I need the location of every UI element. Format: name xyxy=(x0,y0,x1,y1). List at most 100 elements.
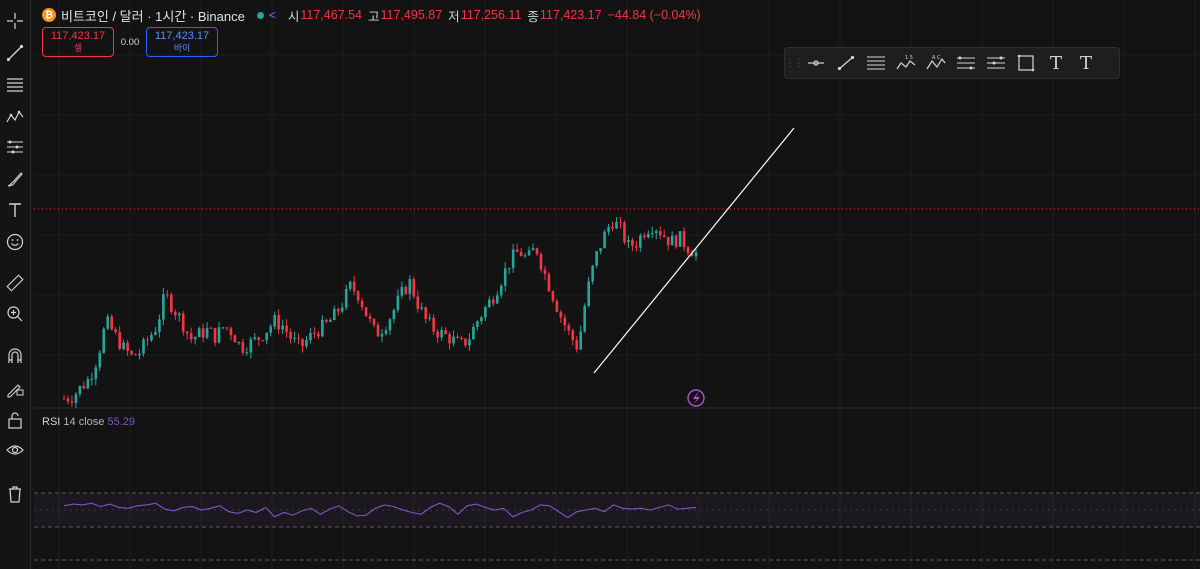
candle-body xyxy=(126,342,129,352)
pattern-icon[interactable] xyxy=(2,103,28,129)
candle-body xyxy=(285,325,288,332)
open-value: 117,467.54 xyxy=(300,8,363,22)
chart-canvas[interactable] xyxy=(34,0,1200,569)
magnet-icon[interactable] xyxy=(2,343,28,369)
brush-icon[interactable] xyxy=(2,166,28,192)
candle-body xyxy=(428,317,431,319)
candle-body xyxy=(368,316,372,319)
floating-drawing-toolbar[interactable]: ⋮⋮ 1 5 A C T T xyxy=(784,47,1120,79)
candle-body xyxy=(329,320,332,322)
spread-value: 0.00 xyxy=(120,36,140,48)
buy-button[interactable]: 117,423.17 바이 xyxy=(146,27,218,57)
rsi-legend[interactable]: RSI 14 close 55.29 xyxy=(42,416,135,428)
abcd-icon[interactable]: A C xyxy=(921,49,951,77)
candle-body xyxy=(420,307,424,309)
candle-body xyxy=(543,269,547,275)
candle-body xyxy=(639,235,642,248)
candle-body xyxy=(682,231,686,248)
candle-body xyxy=(599,248,602,252)
candle-body xyxy=(658,230,662,236)
candle-body xyxy=(269,326,272,333)
candle-body xyxy=(623,222,626,243)
candle-body xyxy=(384,330,388,334)
alert-bolt-icon[interactable] xyxy=(687,389,705,407)
lock-drawing-icon[interactable] xyxy=(2,375,28,401)
candle-body xyxy=(217,327,221,343)
candle-body xyxy=(281,325,284,330)
emoji-icon[interactable] xyxy=(2,229,28,255)
candle-body xyxy=(102,328,106,353)
candle-body xyxy=(360,300,364,308)
lock-icon[interactable] xyxy=(2,407,28,433)
candle-body xyxy=(70,401,74,403)
candle-body xyxy=(245,352,249,354)
candle-body xyxy=(86,379,90,389)
candle-body xyxy=(118,332,121,350)
candle-body xyxy=(535,248,539,255)
candle-body xyxy=(344,288,348,308)
candle-body xyxy=(110,316,113,330)
buy-label: 바이 xyxy=(173,43,191,53)
trash-icon[interactable] xyxy=(2,481,28,507)
share-icon[interactable]: < xyxy=(268,8,276,22)
candle-body xyxy=(277,315,280,330)
candle-body xyxy=(519,251,523,257)
trend-line-drawing[interactable] xyxy=(593,127,795,374)
fib-retracement-icon[interactable] xyxy=(951,49,981,77)
candle-body xyxy=(412,279,416,297)
horizontal-ray-icon[interactable] xyxy=(801,49,831,77)
candle-body xyxy=(309,332,312,341)
fib-lines-icon[interactable] xyxy=(2,71,28,97)
fib-extension-icon[interactable] xyxy=(981,49,1011,77)
candle-body xyxy=(237,342,241,344)
sell-button[interactable]: 117,423.17 셀 xyxy=(42,27,114,57)
candle-body xyxy=(340,307,344,312)
buy-price: 117,423.17 xyxy=(154,30,210,42)
candle-body xyxy=(62,398,66,400)
parallel-lines-icon[interactable] xyxy=(861,49,891,77)
candle-body xyxy=(90,378,94,380)
candle-body xyxy=(456,336,459,339)
ruler-icon[interactable] xyxy=(2,270,28,296)
trend-line-icon[interactable] xyxy=(2,40,28,66)
candle-body xyxy=(233,335,237,343)
candle-body xyxy=(575,340,579,350)
candle-body xyxy=(336,308,340,312)
candle-body xyxy=(436,331,439,338)
candle-body xyxy=(488,299,491,308)
candle-body xyxy=(162,294,165,320)
candle-body xyxy=(82,385,86,389)
rectangle-icon[interactable] xyxy=(1011,49,1041,77)
symbol-legend: ₿ 비트코인 / 달러 · 1시간 · Binance < 시 117,467.5… xyxy=(42,6,707,24)
line-icon[interactable] xyxy=(831,49,861,77)
candle-body xyxy=(158,319,161,332)
candle-body xyxy=(289,331,292,339)
candle-body xyxy=(444,330,447,335)
text-icon[interactable] xyxy=(2,197,28,223)
xabcd-icon[interactable]: 1 5 xyxy=(891,49,921,77)
crosshair-icon[interactable] xyxy=(2,8,28,34)
candle-body xyxy=(74,393,78,403)
projection-icon[interactable] xyxy=(2,134,28,160)
candle-body xyxy=(376,324,380,337)
candle-body xyxy=(380,333,384,337)
low-label: 저 xyxy=(448,9,460,24)
eye-icon[interactable] xyxy=(2,437,28,463)
symbol-title[interactable]: 비트코인 / 달러 · 1시간 · Binance xyxy=(61,8,245,24)
candle-body xyxy=(587,281,590,307)
candle-body xyxy=(177,313,181,316)
sell-price: 117,423.17 xyxy=(50,30,106,42)
zoom-icon[interactable] xyxy=(2,301,28,327)
rsi-line xyxy=(63,502,697,519)
text-anchored-icon[interactable]: T xyxy=(1079,52,1092,74)
chart-area[interactable]: ₿ 비트코인 / 달러 · 1시간 · Binance < 시 117,467.5… xyxy=(34,0,1200,569)
candle-body xyxy=(619,222,622,224)
candle-body xyxy=(78,385,82,394)
grid-lines xyxy=(34,0,1200,569)
candle-body xyxy=(142,339,145,354)
drag-handle-icon[interactable]: ⋮⋮ xyxy=(785,57,804,69)
bitcoin-icon: ₿ xyxy=(42,8,56,22)
text-tool-icon[interactable]: T xyxy=(1049,52,1062,74)
candle-body xyxy=(205,327,209,338)
candle-body xyxy=(531,248,535,251)
